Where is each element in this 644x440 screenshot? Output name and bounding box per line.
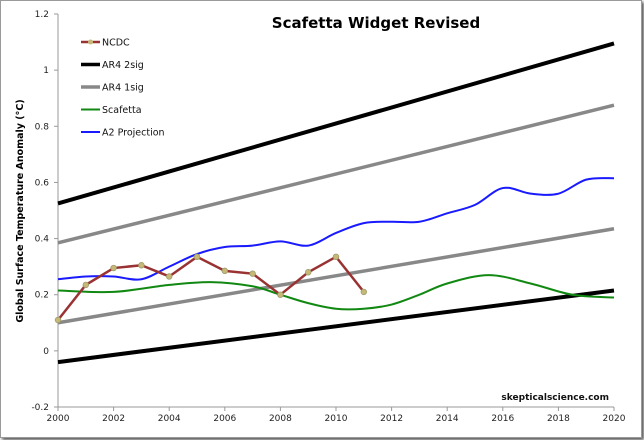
x-tick-label: 2012	[380, 414, 403, 424]
legend-label-scafetta: Scafetta	[102, 105, 142, 116]
series-ncdc	[57, 255, 365, 321]
data-point-ncdc	[332, 253, 340, 261]
legend-label-a2-projection: A2 Projection	[102, 128, 165, 139]
x-tick-label: 2020	[603, 414, 626, 424]
x-tick-label: 2010	[325, 414, 348, 424]
watermark: skepticalscience.com	[501, 393, 609, 403]
data-point-ncdc	[54, 316, 62, 324]
y-tick-label: 1.2	[35, 10, 49, 20]
y-tick-label: 1	[43, 66, 49, 76]
data-point-ncdc	[277, 291, 284, 298]
x-tick-label: 2016	[491, 414, 514, 424]
x-tick-label: 2000	[47, 414, 70, 424]
data-point-ncdc	[360, 288, 367, 296]
x-tick-label: 2006	[213, 414, 236, 424]
y-tick-label: 0	[43, 347, 49, 357]
legend-marker-ncdc	[88, 39, 93, 45]
x-tick-label: 2002	[102, 414, 125, 424]
series-ar4-1sig-lower	[57, 227, 615, 325]
chart-title: Scafetta Widget Revised	[272, 14, 480, 32]
data-point-ncdc	[221, 267, 228, 275]
x-tick-label: 2004	[158, 414, 181, 424]
y-axis-label: Global Surface Temperature Anomaly (°C)	[15, 99, 26, 322]
legend-label-ar4-2sig: AR4 2sig	[102, 60, 144, 71]
series-ar4-1sig	[57, 103, 615, 245]
x-tick-label: 2018	[547, 414, 570, 424]
series-scafetta	[57, 274, 615, 311]
legend-label-ar4-1sig: AR4 1sig	[102, 83, 144, 94]
y-tick-label: 0.4	[35, 235, 50, 245]
y-tick-label: 0.2	[35, 291, 49, 301]
data-point-ncdc	[110, 264, 117, 272]
data-point-ncdc	[305, 269, 312, 276]
legend-label-ncdc: NCDC	[102, 38, 130, 49]
series-a2-projection	[57, 177, 615, 281]
series-ar4-2sig	[57, 41, 615, 206]
y-tick-label: 0.8	[35, 122, 50, 132]
data-point-ncdc	[193, 253, 201, 261]
data-point-ncdc	[82, 281, 89, 289]
x-tick-label: 2008	[269, 414, 292, 424]
y-tick-label: 0.6	[35, 178, 50, 188]
data-point-ncdc	[138, 262, 145, 269]
series-ar4-2sig-lower	[57, 288, 615, 365]
data-point-ncdc	[165, 273, 173, 280]
x-tick-label: 2014	[436, 414, 459, 424]
data-point-ncdc	[249, 270, 256, 277]
y-tick-label: -0.2	[31, 403, 49, 413]
